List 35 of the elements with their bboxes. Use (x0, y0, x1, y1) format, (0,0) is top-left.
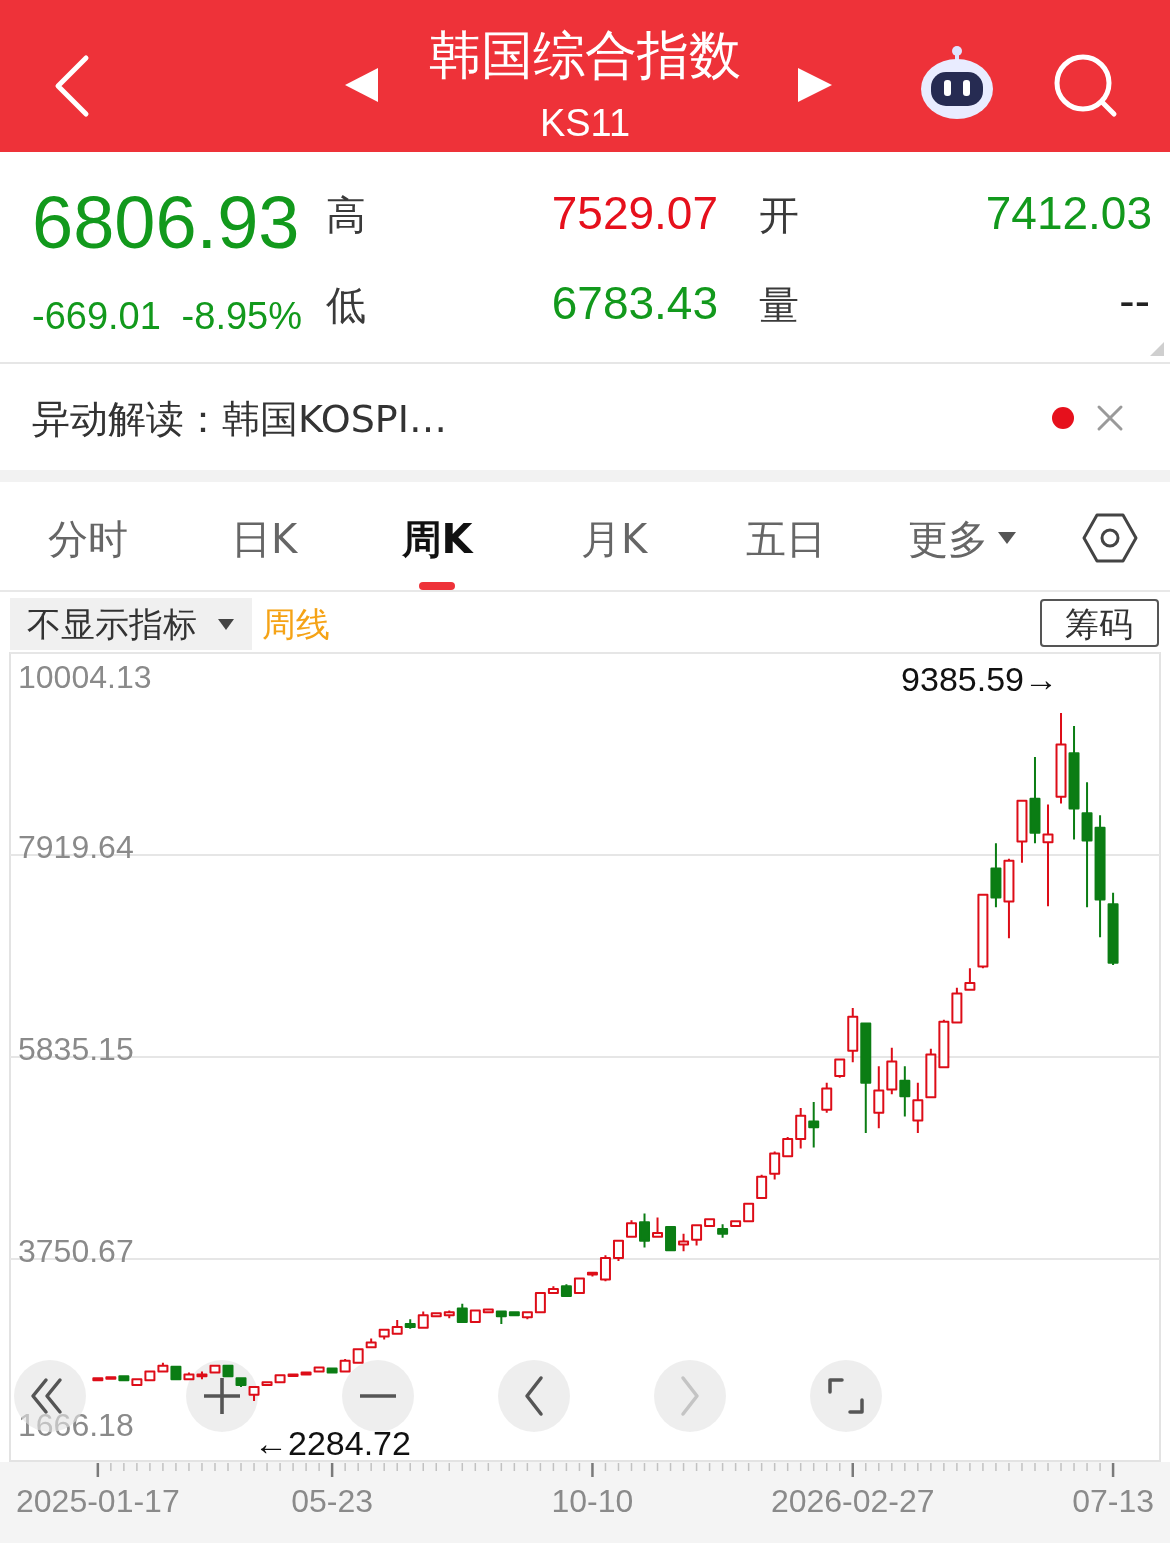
text: 周线 (262, 604, 330, 644)
text: -8.95% (181, 295, 302, 337)
text: 月K (580, 516, 649, 562)
x-tick-label: 2026-02-27 (770, 1483, 935, 1519)
text: 6783.43 (551, 277, 718, 329)
text: 日K (230, 516, 299, 562)
text: 6806.93 (32, 181, 300, 264)
text: 周K (400, 516, 475, 562)
x-tick-label: 05-23 (291, 1483, 374, 1519)
y-tick-label: 10004.13 (18, 659, 152, 695)
text: 筹码 (1065, 604, 1133, 644)
annotation: 9385.59→ (901, 659, 1059, 698)
chart-subtitle: KS11 (539, 102, 631, 144)
y-tick-label: 3750.67 (18, 1233, 134, 1269)
text: 低 (326, 282, 366, 328)
y-tick-label: 1666.18 (18, 1407, 134, 1443)
text: 分时 (48, 516, 128, 562)
x-tick-label: 10-10 (551, 1483, 634, 1519)
text: -- (1119, 275, 1150, 327)
text: 量 (759, 282, 799, 328)
text: 五日 (746, 516, 826, 562)
text: 开 (759, 192, 799, 238)
x-tick-label: 2025-01-17 (16, 1483, 180, 1519)
text: 更多 (908, 516, 988, 562)
text: 高 (326, 192, 366, 238)
text: 不显示指标 (27, 604, 197, 644)
annotation: ←2284.72 (254, 1424, 411, 1463)
text: 异动解读：韩国KOSPI… (32, 397, 447, 441)
chart-title: 韩国综合指数 (429, 25, 741, 85)
text: 7529.07 (551, 187, 718, 239)
text: 7412.03 (985, 187, 1152, 239)
y-tick-label: 5835.15 (18, 1031, 134, 1067)
x-tick-label: 07-13 (1072, 1483, 1154, 1519)
y-tick-label: 7919.64 (18, 829, 134, 865)
text: -669.01 (32, 295, 161, 337)
